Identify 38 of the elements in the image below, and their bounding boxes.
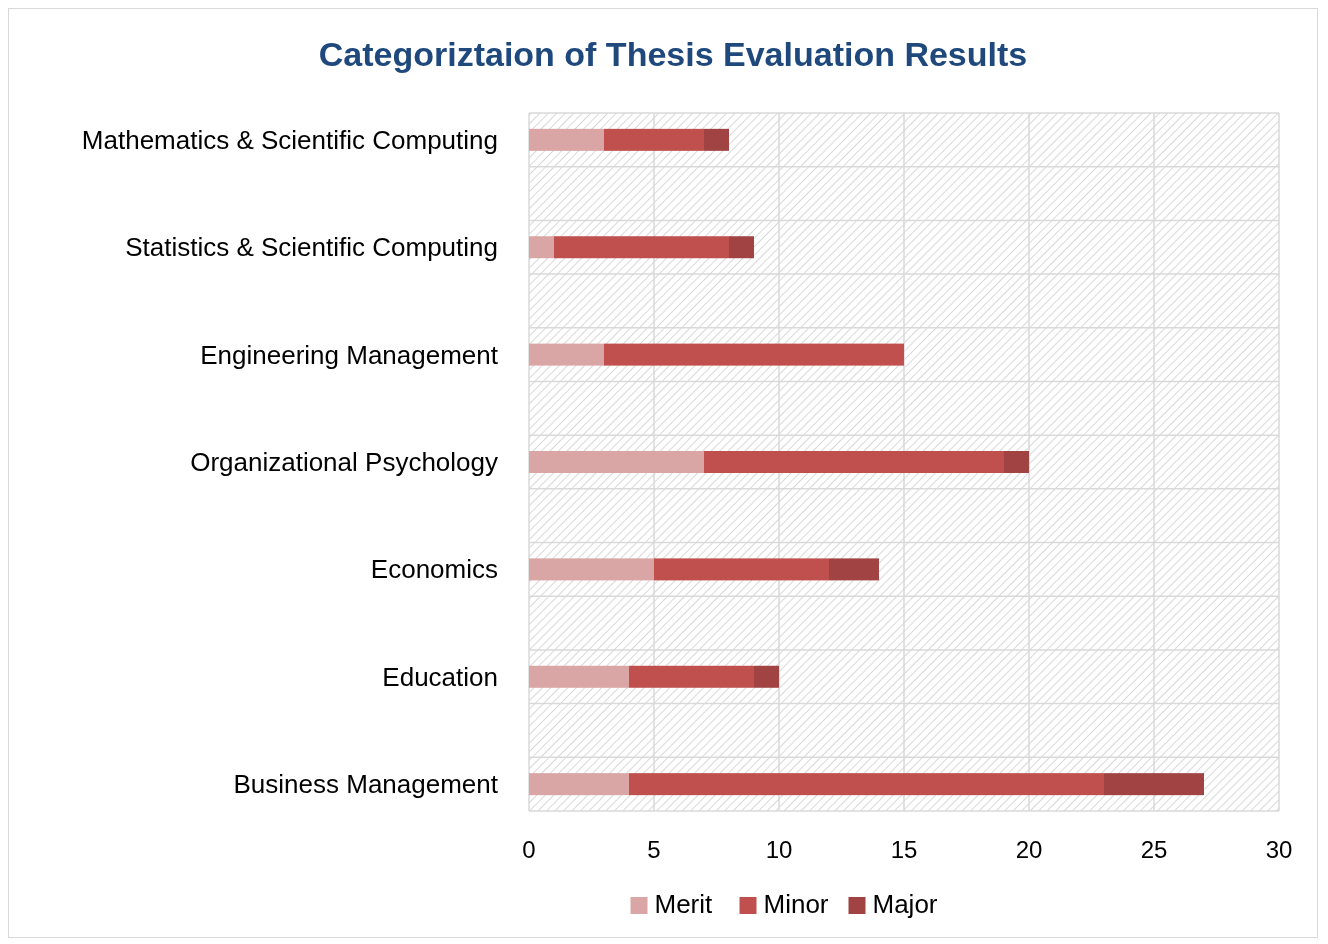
bar [529, 343, 604, 366]
bar [529, 128, 604, 151]
x-tick-label: 5 [647, 836, 661, 863]
y-tick-label: Business Management [233, 769, 499, 800]
bar [529, 665, 629, 688]
y-tick-label: Economics [370, 554, 498, 585]
bar [754, 665, 779, 688]
y-tick-label: Mathematics & Scientific Computing [81, 124, 498, 155]
bar [529, 451, 704, 473]
bar [529, 773, 629, 796]
bar [829, 558, 879, 581]
x-tick-label: 15 [890, 836, 918, 863]
legend-label: Major [872, 889, 938, 919]
bar [529, 236, 554, 259]
bar [529, 558, 654, 581]
x-tick-label: 30 [1265, 836, 1293, 863]
x-tick-label: 0 [522, 836, 536, 863]
x-tick-label: 10 [765, 836, 793, 863]
x-tick-label: 25 [1140, 836, 1168, 863]
y-tick-label: Education [382, 661, 498, 692]
bar [629, 773, 1104, 796]
bar [729, 236, 754, 259]
bar [604, 343, 904, 366]
y-tick-label: Engineering Management [200, 339, 499, 370]
chart-title: Categoriztaion of Thesis Evaluation Results [318, 35, 1028, 73]
bar [704, 451, 1004, 473]
bar [1104, 773, 1204, 796]
bar [629, 665, 754, 688]
y-tick-label: Organizational Psychology [190, 447, 498, 477]
y-tick-label: Statistics & Scientific Computing [125, 232, 498, 263]
legend-label: Minor [763, 889, 829, 919]
x-tick-label: 20 [1015, 836, 1043, 863]
bar [704, 128, 729, 151]
bar [554, 236, 729, 259]
bar [604, 128, 704, 151]
bar [1004, 451, 1029, 473]
bar [654, 558, 829, 581]
legend-label: Merit [654, 889, 714, 919]
